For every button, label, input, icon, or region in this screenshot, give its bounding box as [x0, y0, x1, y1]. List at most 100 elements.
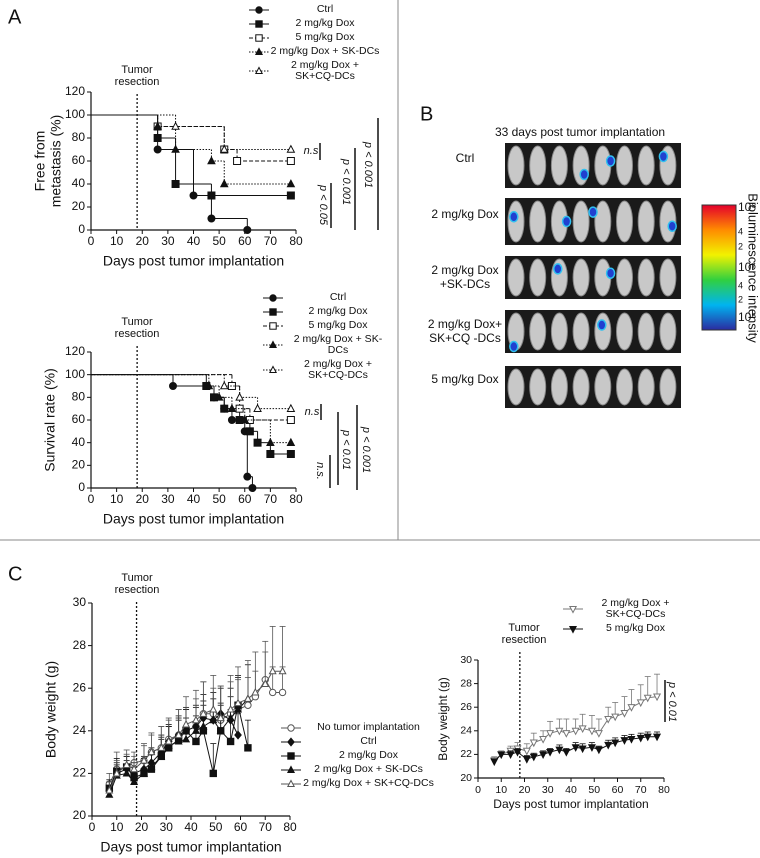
x-tick-label: 40	[187, 234, 201, 248]
marker	[604, 715, 613, 724]
y-tick-label: 28	[460, 677, 472, 689]
marker	[122, 768, 131, 777]
x-tick-label: 80	[289, 492, 303, 506]
marker	[253, 438, 262, 447]
signal	[667, 220, 677, 232]
marker	[269, 321, 277, 330]
marker	[587, 744, 596, 752]
y-tick-label: 60	[72, 412, 86, 426]
resection-label: resection	[502, 634, 547, 646]
x-tick-label: 40	[565, 784, 577, 796]
colorbar-tick-label: 4	[738, 280, 743, 290]
marker	[235, 392, 244, 401]
colorbar-tick-label: 10⁸	[738, 200, 756, 214]
legend-swatch	[281, 764, 301, 773]
legend-entry: 2 mg/kg Dox	[248, 18, 380, 29]
marker	[164, 741, 173, 749]
mouse	[550, 145, 568, 186]
significance-label: n.s	[305, 406, 320, 418]
signal	[579, 168, 589, 181]
signal	[605, 267, 616, 279]
mouse	[572, 368, 590, 406]
legend-entry: 5 mg/kg Dox	[248, 32, 380, 43]
signal	[588, 206, 598, 218]
marker	[207, 191, 216, 200]
marker	[627, 736, 636, 744]
x-tick-label: 70	[635, 784, 647, 796]
signal	[509, 340, 519, 353]
signal	[658, 150, 669, 163]
marker	[112, 768, 121, 777]
legend-entry: Ctrl	[248, 4, 380, 15]
marker	[578, 745, 587, 754]
legend-entry: 2 mg/kg Dox + SK-DCs	[248, 46, 380, 57]
x-tick-label: 60	[234, 820, 248, 834]
marker	[147, 747, 156, 756]
y-tick-label: 80	[72, 390, 86, 404]
marker	[497, 751, 506, 759]
y-axis-label: Body weight (g)	[436, 677, 450, 760]
marker	[571, 744, 580, 752]
x-tick-label: 60	[612, 784, 624, 796]
marker	[255, 33, 263, 42]
signal	[605, 155, 616, 167]
marker	[652, 733, 662, 742]
marker	[286, 764, 296, 773]
legend-entry: 2 mg/kg Dox + SK-DCs	[280, 764, 435, 775]
y-tick-label: 100	[65, 367, 85, 381]
legend-swatch	[281, 778, 301, 787]
mouse	[529, 368, 547, 406]
mouse	[594, 200, 612, 243]
significance-label: p < 0.001	[362, 141, 374, 188]
y-tick-label: 28	[73, 638, 87, 652]
mouse	[616, 312, 633, 351]
mouse	[637, 145, 655, 186]
marker	[286, 144, 296, 153]
mouse	[529, 145, 547, 186]
x-tick-label: 50	[212, 492, 226, 506]
y-tick-label: 0	[78, 222, 85, 236]
marker	[286, 778, 296, 787]
y-tick-label: 40	[72, 435, 86, 449]
marker	[139, 768, 149, 777]
row-label: 2 mg/kg Dox +SK-DCs	[431, 263, 499, 291]
y-tick-label: 100	[65, 107, 85, 121]
marker	[522, 747, 531, 756]
marker	[243, 226, 252, 234]
y-tick-label: 40	[72, 176, 86, 190]
legend-swatch	[263, 321, 283, 330]
marker	[539, 736, 548, 744]
legend-label: Ctrl	[316, 3, 334, 15]
y-tick-label: 20	[460, 772, 472, 784]
mouse	[616, 368, 633, 406]
marker	[611, 713, 620, 722]
marker	[255, 5, 263, 14]
legend-entry: Ctrl	[280, 736, 435, 747]
marker	[555, 746, 564, 755]
y-tick-label: 30	[73, 595, 87, 609]
marker	[594, 746, 603, 755]
marker	[219, 381, 229, 390]
marker	[227, 416, 236, 424]
legend-swatch	[563, 605, 583, 614]
y-tick-label: 30	[460, 654, 472, 666]
legend-swatch	[249, 5, 269, 14]
x-tick-label: 30	[161, 234, 175, 248]
legend-label: 2 mg/kg Dox + SK+CQ-DCs	[601, 597, 670, 620]
y-tick-label: 20	[72, 458, 86, 472]
marker	[233, 704, 243, 713]
marker	[245, 427, 254, 436]
marker	[157, 743, 166, 751]
x-tick-label: 0	[88, 492, 95, 506]
legend-label: 2 mg/kg Dox	[339, 749, 398, 761]
marker	[604, 741, 613, 750]
marker	[268, 340, 278, 349]
marker	[169, 382, 177, 390]
mouse	[616, 145, 633, 186]
mouse	[637, 312, 655, 351]
resection-label: Tumor	[121, 64, 153, 76]
x-tick-label: 20	[135, 820, 149, 834]
mouse	[637, 258, 655, 297]
x-tick-label: 30	[542, 784, 554, 796]
marker	[269, 307, 277, 316]
